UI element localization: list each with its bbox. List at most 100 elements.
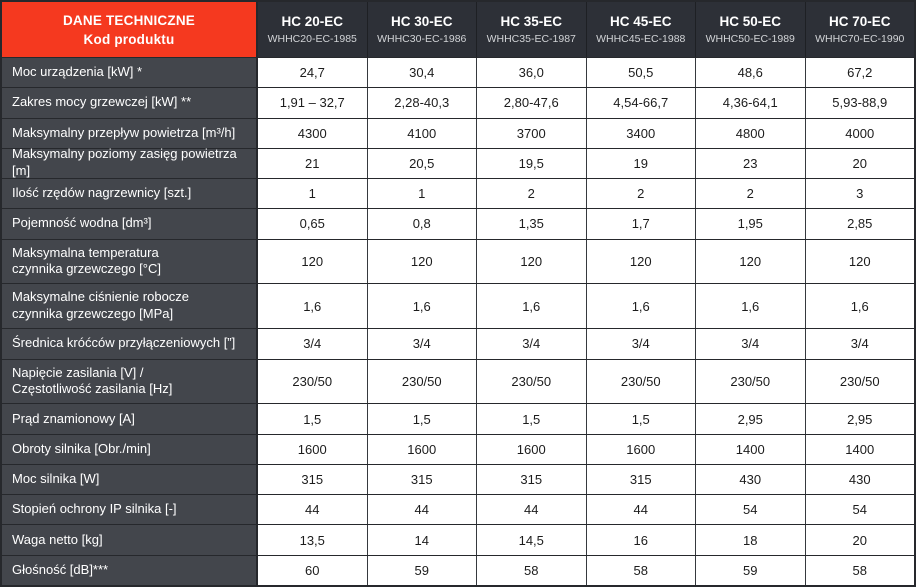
cell-value: 50,5 [585, 58, 695, 88]
cell-value: 1,95 [695, 209, 805, 239]
cell-value: 58 [804, 555, 914, 585]
cell-value: 30,4 [366, 58, 476, 88]
cell-value: 3400 [585, 118, 695, 148]
cell-value: 230/50 [476, 359, 586, 404]
cell-value: 230/50 [695, 359, 805, 404]
product-model: HC 70-EC [828, 14, 891, 29]
cell-value: 59 [695, 555, 805, 585]
product-model: HC 20-EC [281, 14, 343, 29]
cell-value: 1600 [585, 434, 695, 464]
cell-value: 1,7 [585, 209, 695, 239]
table-row: Maksymalny przepływ powietrza [m³/h] 430… [2, 117, 914, 148]
column-header: HC 50-EC WHHC50-EC-1989 [695, 2, 805, 57]
cell-value: 3700 [476, 118, 586, 148]
table-title-cell: DANE TECHNICZNE Kod produktu [2, 2, 258, 57]
product-model: HC 50-EC [719, 14, 781, 29]
table-row: Pojemność wodna [dm³] 0,65 0,8 1,35 1,7 1,95… [2, 208, 914, 239]
cell-value: 230/50 [804, 359, 914, 404]
cell-value: 14 [366, 525, 476, 555]
cell-value: 44 [585, 495, 695, 525]
cell-value: 4100 [366, 118, 476, 148]
cell-value: 120 [695, 239, 805, 284]
column-header: HC 30-EC WHHC30-EC-1986 [366, 2, 476, 57]
cell-value: 2,85 [804, 209, 914, 239]
cell-value: 4,36-64,1 [695, 88, 805, 118]
column-header: HC 70-EC WHHC70-EC-1990 [804, 2, 914, 57]
cell-value: 44 [476, 495, 586, 525]
product-model: HC 30-EC [390, 14, 453, 29]
row-label: Obroty silnika [Obr./min] [2, 434, 258, 464]
cell-value: 0,65 [258, 209, 367, 239]
table-row: Głośność [dB]*** 60 59 58 58 59 58 [2, 554, 914, 585]
cell-value: 1600 [476, 434, 586, 464]
product-code: WHHC50-EC-1989 [705, 33, 795, 45]
row-label: Maksymalny poziomy zasięg powietrza [m] [2, 146, 258, 178]
cell-value: 4,54-66,7 [585, 88, 695, 118]
row-label: Maksymalny przepływ powietrza [m³/h] [2, 118, 258, 148]
table-row: Moc silnika [W] 315 315 315 315 430 430 [2, 463, 914, 495]
cell-value: 1400 [695, 434, 805, 464]
cell-value: 21 [258, 148, 367, 178]
cell-value: 4300 [258, 118, 367, 148]
cell-value: 58 [476, 555, 586, 585]
table-row: Maksymalna temperatura czynnika grzewcze… [2, 238, 914, 284]
cell-value: 60 [258, 555, 367, 585]
cell-value: 230/50 [585, 359, 695, 404]
row-label: Moc silnika [W] [2, 464, 258, 495]
cell-value: 2,80-47,6 [476, 88, 586, 118]
cell-value: 2 [476, 179, 586, 209]
table-body: Moc urządzenia [kW] * 24,7 30,4 36,0 50,5 48… [2, 57, 914, 585]
cell-value: 3/4 [366, 329, 476, 359]
cell-value: 1600 [258, 434, 367, 464]
row-label: Waga netto [kg] [2, 525, 258, 555]
cell-value: 1,6 [258, 284, 367, 329]
column-header: HC 20-EC WHHC20-EC-1985 [258, 2, 367, 57]
cell-value: 23 [695, 148, 805, 178]
cell-value: 19,5 [476, 148, 586, 178]
cell-value: 20,5 [366, 148, 476, 178]
cell-value: 120 [476, 239, 586, 284]
table-row: Prąd znamionowy [A] 1,5 1,5 1,5 1,5 2,95 2,95 [2, 403, 914, 434]
product-code: WHHC45-EC-1988 [596, 33, 686, 45]
cell-value: 230/50 [366, 359, 476, 404]
column-header: HC 45-EC WHHC45-EC-1988 [585, 2, 695, 57]
cell-value: 1,6 [804, 284, 914, 329]
table-row: Zakres mocy grzewczej [kW] ** 1,91 – 32,… [2, 87, 914, 118]
cell-value: 120 [804, 239, 914, 284]
cell-value: 44 [258, 495, 367, 525]
product-model: HC 45-EC [609, 14, 672, 29]
cell-value: 315 [366, 464, 476, 495]
cell-value: 1 [258, 179, 367, 209]
cell-value: 20 [804, 148, 914, 178]
row-label: Maksymalna temperatura czynnika grzewcze… [2, 239, 258, 284]
cell-value: 315 [585, 464, 695, 495]
row-label: Ilość rzędów nagrzewnicy [szt.] [2, 179, 258, 209]
cell-value: 13,5 [258, 525, 367, 555]
cell-value: 44 [366, 495, 476, 525]
table-row: Napięcie zasilania [V] / Częstotliwość z… [2, 358, 914, 404]
product-code: WHHC35-EC-1987 [486, 33, 576, 45]
product-code: WHHC20-EC-1985 [267, 33, 357, 45]
table-row: Moc urządzenia [kW] * 24,7 30,4 36,0 50,5 48… [2, 57, 914, 88]
cell-value: 3/4 [476, 329, 586, 359]
cell-value: 120 [366, 239, 476, 284]
table-row: Maksymalny poziomy zasięg powietrza [m] … [2, 146, 914, 178]
cell-value: 20 [804, 525, 914, 555]
table-row: Waga netto [kg] 13,5 14 14,5 16 18 20 [2, 524, 914, 555]
cell-value: 2 [585, 179, 695, 209]
cell-value: 2,28-40,3 [366, 88, 476, 118]
row-label: Napięcie zasilania [V] / Częstotliwość z… [2, 359, 258, 404]
table-subtitle: Kod produktu [83, 31, 175, 47]
row-label: Głośność [dB]*** [2, 555, 258, 585]
cell-value: 3/4 [804, 329, 914, 359]
cell-value: 3/4 [258, 329, 367, 359]
cell-value: 24,7 [258, 58, 367, 88]
cell-value: 1 [366, 179, 476, 209]
cell-value: 67,2 [804, 58, 914, 88]
cell-value: 120 [585, 239, 695, 284]
cell-value: 1400 [804, 434, 914, 464]
table-row: Średnica króćców przyłączeniowych [”] 3/… [2, 328, 914, 359]
row-label: Średnica króćców przyłączeniowych [”] [2, 329, 258, 359]
